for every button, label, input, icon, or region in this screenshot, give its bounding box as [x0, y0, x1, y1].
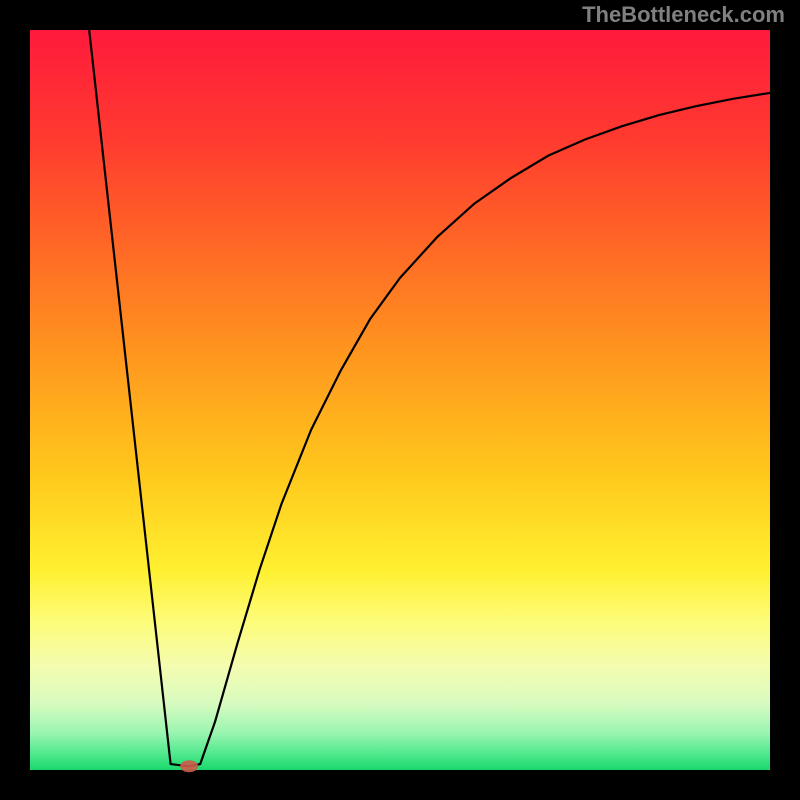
watermark-label: TheBottleneck.com	[582, 2, 785, 27]
optimal-point-marker	[180, 760, 198, 772]
plot-area	[30, 30, 770, 770]
bottleneck-chart: TheBottleneck.com	[0, 0, 800, 800]
